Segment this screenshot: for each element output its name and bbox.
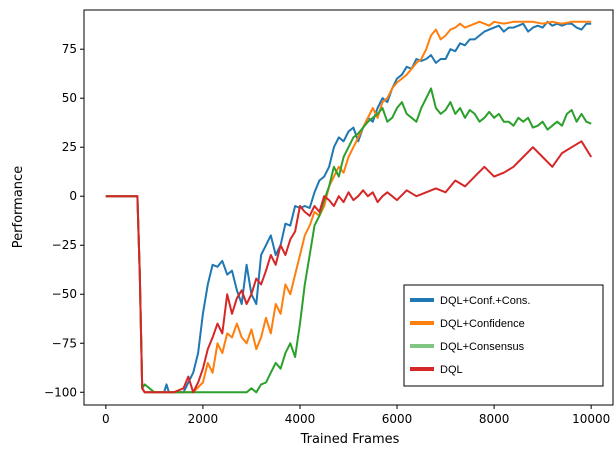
- y-tick-label: −75: [52, 336, 77, 350]
- x-axis-ticks: 0 2000 4000 6000 8000 10000: [102, 405, 610, 426]
- x-tick-label: 4000: [285, 412, 316, 426]
- x-tick-label: 10000: [572, 412, 610, 426]
- legend-label-2: DQL+Consensus: [440, 341, 525, 353]
- x-tick-label: 6000: [382, 412, 413, 426]
- y-tick-label: −25: [52, 238, 77, 252]
- series-line-2: [105, 87, 592, 394]
- plot-frame: [83, 9, 614, 406]
- y-tick-label: 0: [69, 189, 77, 203]
- x-tick-label: 2000: [188, 412, 219, 426]
- legend-label-3: DQL: [440, 364, 463, 376]
- x-axis-title: Trained Frames: [300, 432, 400, 447]
- y-axis-title: Performance: [11, 166, 26, 248]
- series-line-3: [105, 140, 593, 394]
- x-tick-label: 0: [102, 412, 110, 426]
- series-line-1: [105, 20, 592, 394]
- legend: DQL+Conf.+Cons. DQL+Confidence DQL+Consens…: [403, 284, 604, 387]
- y-tick-label: −100: [44, 385, 77, 399]
- legend-box: [403, 284, 604, 387]
- y-tick-label: 50: [62, 91, 77, 105]
- series-lines: [105, 20, 593, 394]
- y-tick-label: 75: [62, 42, 77, 56]
- x-tick-label: 8000: [479, 412, 510, 426]
- y-tick-label: −50: [52, 287, 77, 301]
- y-axis-ticks: −100 −75 −50 −25 0 25 50 75: [44, 42, 84, 399]
- y-tick-label: 25: [62, 140, 77, 154]
- legend-label-1: DQL+Confidence: [440, 318, 525, 330]
- legend-label-0: DQL+Conf.+Cons.: [440, 295, 531, 307]
